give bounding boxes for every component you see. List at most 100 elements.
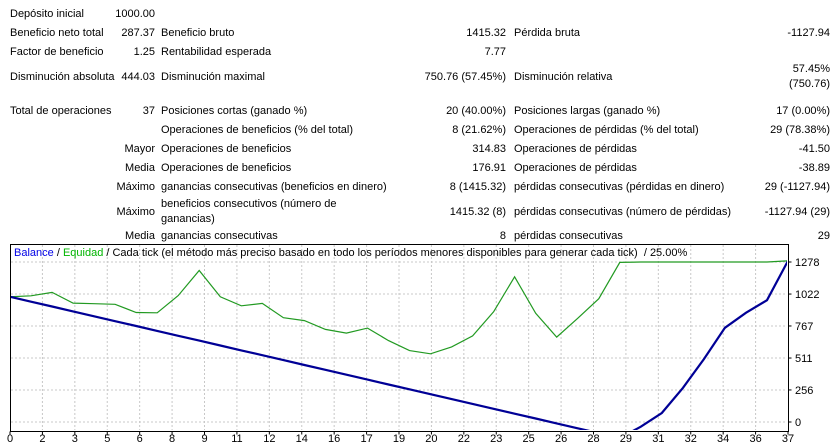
equity-line xyxy=(11,260,787,355)
stat-value-mid: 1415.32 (8) xyxy=(449,205,506,218)
stat-value-mid: 750.76 (57.45%) xyxy=(424,70,506,83)
x-axis-label: 22 xyxy=(458,433,470,444)
x-axis-label: 16 xyxy=(328,433,340,444)
stat-row: Media Operaciones de beneficios 176.91 Oper… xyxy=(10,159,830,178)
x-axis-label: 25 xyxy=(523,433,535,444)
stat-value-left: 1000.00 xyxy=(115,8,155,20)
legend-text: / xyxy=(53,247,63,259)
x-axis-label: 0 xyxy=(7,433,13,444)
stat-label-mid: Operaciones de beneficios xyxy=(161,143,292,155)
y-axis-label: 0 xyxy=(795,417,801,429)
stat-label-mid: Operaciones de beneficios (% del total) xyxy=(161,124,353,136)
stat-label-mid: beneficios consecutivos (número de ganan… xyxy=(161,198,337,225)
stat-label-right: pérdidas consecutivas xyxy=(514,230,623,242)
stat-label-right: pérdidas consecutivas (pérdidas en diner… xyxy=(514,181,725,193)
stat-label-mid: ganancias consecutivas (beneficios en di… xyxy=(161,181,387,193)
balance-line xyxy=(11,260,787,430)
stat-value-right: -1127.94 (29) xyxy=(764,205,830,218)
x-axis-label: 31 xyxy=(652,433,664,444)
stat-value-right: -1127.94 xyxy=(787,27,830,39)
stat-row: Beneficio neto total 287.37 Beneficio brut… xyxy=(10,24,830,43)
x-axis-label: 20 xyxy=(425,433,437,444)
x-axis-label: 11 xyxy=(231,433,242,444)
stat-label-left: Total de operaciones xyxy=(10,105,112,117)
stat-label-right: pérdidas consecutivas (número de pérdida… xyxy=(514,205,732,218)
x-axis-label: 34 xyxy=(717,433,729,444)
y-axis-label: 1022 xyxy=(795,289,819,301)
stat-label-right: Posiciones largas (ganado %) xyxy=(514,105,661,117)
y-axis-label: 256 xyxy=(795,385,813,397)
stat-value-right: -41.50 xyxy=(798,143,830,155)
stat-row: Mayor Operaciones de beneficios 314.83 Oper… xyxy=(10,140,830,159)
stat-label-right: Disminución relativa xyxy=(514,70,613,83)
stat-row: Máximo ganancias consecutivas (beneficios… xyxy=(10,178,830,197)
x-axis-label: 17 xyxy=(360,433,372,444)
x-axis-labels: 0 2 3 5 6 8 9 11 12 14 16 17 19 20 22 23 25 26 28 29 31 32 34 3… xyxy=(7,433,794,445)
x-axis-label: 23 xyxy=(490,433,502,444)
stat-value-left: Máximo xyxy=(116,181,155,193)
stat-value-right: 29 xyxy=(817,230,830,242)
x-axis-label: 36 xyxy=(749,433,761,444)
stat-value-right: -38.89 xyxy=(798,162,830,174)
y-axis-label: 767 xyxy=(795,321,813,333)
chart-canvas: 0 2 3 5 6 8 9 11 12 14 16 17 19 20 22 23 25 26 28 29 31 32 34 3… xyxy=(7,244,819,445)
stat-value-left: 37 xyxy=(142,105,155,117)
stat-value-right: 29 (78.38%) xyxy=(770,124,830,136)
stat-label-mid: Beneficio bruto xyxy=(161,27,235,39)
stat-row: Disminución absoluta 444.03 Disminución ma… xyxy=(10,62,830,92)
stat-label-left: Disminución absoluta xyxy=(10,70,115,83)
stat-value-left: Media xyxy=(125,162,155,174)
stat-label-mid: Rentabilidad esperada xyxy=(161,46,272,58)
stat-value-left: Máximo xyxy=(116,205,155,218)
stat-value-left: 287.37 xyxy=(121,27,155,39)
stat-value-mid: 7.77 xyxy=(484,46,506,58)
stat-row: Total de operaciones 37 Posiciones cortas … xyxy=(10,102,830,121)
stat-value-mid: 1415.32 xyxy=(466,27,506,39)
y-axis-label: 511 xyxy=(795,353,813,365)
y-axis-labels: 0 256 511 767 1022 1278 xyxy=(795,257,819,429)
x-axis-label: 8 xyxy=(169,433,175,444)
stat-label-right: Pérdida bruta xyxy=(514,27,581,39)
stat-label-left: Beneficio neto total xyxy=(10,27,104,39)
x-axis-label: 32 xyxy=(685,433,697,444)
equity-legend-label: Equidad xyxy=(62,247,104,259)
stat-label-mid: Posiciones cortas (ganado %) xyxy=(161,105,308,117)
y-axis-label: 1278 xyxy=(795,257,819,269)
legend-text: / 25.00% xyxy=(637,247,688,259)
x-axis-label: 28 xyxy=(587,433,599,444)
stat-value-right: 57.45% (750.76) xyxy=(789,63,830,90)
section-divider xyxy=(10,92,830,102)
stats-table: Depósito inicial 1000.00 Beneficio neto to… xyxy=(10,5,830,246)
stat-value-mid: 8 (21.62%) xyxy=(452,124,506,136)
stat-label-left: Depósito inicial xyxy=(10,8,84,20)
chart-legend: Balance / Equidad / Cada tick (el método… xyxy=(14,247,687,259)
stat-value-mid: 8 (1415.32) xyxy=(449,181,506,193)
x-axis-label: 14 xyxy=(296,433,308,444)
x-axis-label: 2 xyxy=(39,433,45,444)
stat-label-mid: ganancias consecutivas xyxy=(161,230,278,242)
stat-label-right: Operaciones de pérdidas xyxy=(514,143,637,155)
stat-value-mid: 8 xyxy=(499,230,506,242)
stat-label-left: Factor de beneficio xyxy=(10,46,104,58)
stat-row: Factor de beneficio 1.25 Rentabilidad espe… xyxy=(10,43,830,62)
stat-value-left: 444.03 xyxy=(121,70,155,83)
x-axis-label: 19 xyxy=(393,433,405,444)
x-axis-label: 5 xyxy=(104,433,110,444)
stat-label-mid: Operaciones de beneficios xyxy=(161,162,292,174)
stat-row: Operaciones de beneficios (% del total) 8… xyxy=(10,121,830,140)
stat-label-mid: Disminución maximal xyxy=(161,70,265,83)
x-axis-label: 6 xyxy=(137,433,143,444)
stat-row: Media ganancias consecutivas 8 pérdidas con… xyxy=(10,227,830,246)
stat-value-left: 1.25 xyxy=(133,46,155,58)
stat-label-right: Operaciones de pérdidas (% del total) xyxy=(514,124,699,136)
stat-value-mid: 20 (40.00%) xyxy=(446,105,506,117)
stat-value-right: 17 (0.00%) xyxy=(776,105,830,117)
balance-legend-label: Balance xyxy=(14,247,54,259)
x-axis-label: 12 xyxy=(263,433,275,444)
stat-row: Máximo beneficios consecutivos (número de… xyxy=(10,197,830,227)
stat-value-right: 29 (-1127.94) xyxy=(764,181,830,193)
x-axis-label: 26 xyxy=(555,433,567,444)
legend-text: / xyxy=(103,247,113,259)
stat-row: Depósito inicial 1000.00 xyxy=(10,5,830,24)
x-axis-label: 3 xyxy=(72,433,78,444)
